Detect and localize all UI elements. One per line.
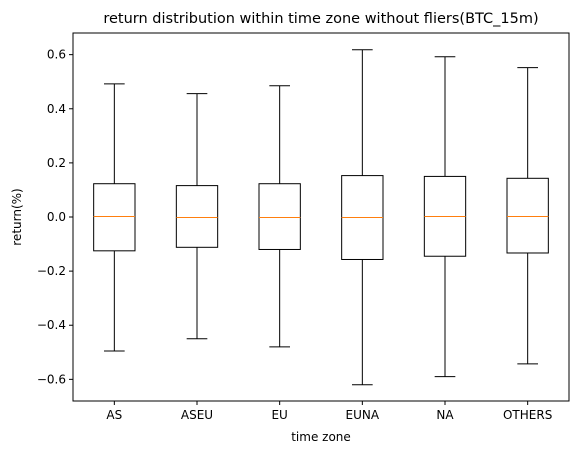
x-tick-label: OTHERS bbox=[503, 408, 552, 422]
iqr-box bbox=[506, 177, 549, 254]
plot-area bbox=[93, 49, 549, 386]
box-group-others bbox=[506, 67, 549, 365]
y-axis: −0.6 −0.4 −0.2 0.0 0.2 0.4 0.6 bbox=[37, 48, 73, 386]
x-tick-label: AS bbox=[106, 408, 122, 422]
y-axis-label: return(%) bbox=[10, 188, 24, 245]
y-tick-label: −0.2 bbox=[37, 264, 66, 278]
box-group-eu bbox=[258, 85, 301, 348]
box-group-as bbox=[93, 83, 136, 352]
y-tick-label: 0.6 bbox=[47, 48, 66, 62]
x-tick-label: EUNA bbox=[346, 408, 380, 422]
iqr-box bbox=[258, 183, 301, 250]
y-tick-label: 0.0 bbox=[47, 210, 66, 224]
box-group-euna bbox=[341, 49, 384, 386]
y-tick-label: −0.4 bbox=[37, 318, 66, 332]
y-tick-label: 0.4 bbox=[47, 102, 66, 116]
x-tick-label: ASEU bbox=[181, 408, 213, 422]
box-group-aseu bbox=[175, 93, 219, 340]
iqr-box bbox=[175, 185, 219, 248]
box-group-na bbox=[423, 56, 467, 378]
y-tick-label: 0.2 bbox=[47, 156, 66, 170]
y-tick-label: −0.6 bbox=[37, 372, 66, 386]
chart-title: return distribution within time zone wit… bbox=[103, 11, 538, 27]
x-axis: AS ASEU EU EUNA NA OTHERS bbox=[106, 401, 552, 422]
x-axis-label: time zone bbox=[291, 430, 351, 444]
x-tick-label: NA bbox=[436, 408, 454, 422]
x-tick-label: EU bbox=[271, 408, 287, 422]
iqr-box bbox=[93, 183, 136, 252]
